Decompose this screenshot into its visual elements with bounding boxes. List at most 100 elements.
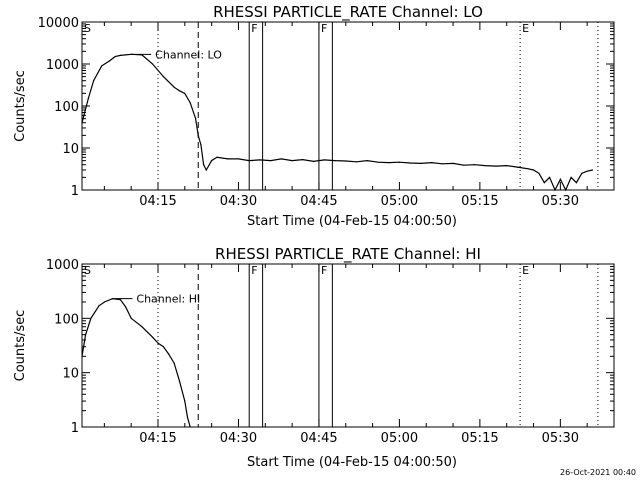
data-point [575, 182, 578, 184]
y-tick-label: 1000 [46, 258, 79, 273]
event-marker-label: F [251, 264, 257, 277]
event-marker-label: F [251, 22, 257, 35]
data-point [93, 80, 95, 82]
data-point [85, 334, 87, 336]
data-point [195, 118, 197, 120]
x-tick-label: 04:30 [220, 431, 257, 446]
data-point [313, 160, 315, 162]
data-point [189, 426, 191, 428]
data-point [420, 162, 422, 164]
footer-timestamp: 26-Oct-2021 00:40 [560, 468, 636, 477]
x-tick-label: 04:15 [139, 431, 176, 446]
x-tick-label: 04:15 [139, 194, 176, 209]
x-tick-label: 05:15 [461, 194, 498, 209]
y-tick-label: 1000 [46, 58, 79, 73]
data-point [270, 160, 272, 162]
data-point [162, 346, 164, 348]
event-marker-label: E [522, 22, 529, 35]
data-point [141, 326, 143, 328]
data-point [366, 160, 368, 162]
data-point [178, 90, 181, 92]
y-tick-label: 10 [62, 142, 79, 157]
data-point [203, 164, 205, 166]
series-line [81, 53, 593, 192]
plot-frame [81, 21, 615, 191]
data-point [323, 159, 325, 161]
data-point [259, 159, 261, 161]
data-point [532, 169, 535, 171]
data-point [554, 189, 556, 191]
y-tick-label: 10000 [38, 16, 79, 31]
x-tick-label: 05:00 [381, 431, 418, 446]
data-point [549, 176, 551, 178]
chart-title: RHESSI PARTICLE_RATE Channel: HI [215, 245, 481, 264]
data-point [543, 182, 545, 184]
data-point [484, 165, 486, 167]
data-point [90, 317, 92, 319]
series-label: Channel: HI [136, 293, 200, 306]
data-point [431, 162, 433, 164]
x-tick-label: 05:00 [381, 194, 418, 209]
chart-title: RHESSI PARTICLE_RATE Channel: LO [213, 3, 483, 22]
data-point [441, 163, 443, 165]
data-point [101, 65, 103, 67]
data-point [211, 160, 213, 162]
x-tick-label: 05:30 [542, 194, 579, 209]
data-point [81, 122, 83, 124]
data-point [334, 160, 336, 162]
y-axis-label: Counts/sec [13, 70, 28, 142]
data-point [103, 301, 105, 303]
y-tick-label: 10 [62, 367, 79, 382]
data-point [516, 166, 519, 168]
data-point [559, 178, 562, 180]
data-point [168, 353, 170, 355]
data-point [388, 162, 390, 164]
y-tick-label: 1 [71, 184, 79, 199]
data-point [452, 162, 454, 164]
data-point [565, 189, 567, 191]
series-label: Channel: LO [155, 48, 222, 61]
data-point [527, 168, 529, 170]
event-marker-label: E [522, 264, 529, 277]
x-tick-label: 05:15 [461, 431, 498, 446]
data-point [280, 158, 282, 160]
x-tick-label: 04:45 [300, 194, 337, 209]
data-point [291, 160, 293, 162]
x-tick-label: 04:45 [300, 431, 337, 446]
y-tick-label: 100 [54, 312, 79, 327]
data-point [237, 158, 240, 160]
data-point [87, 98, 89, 100]
data-point [345, 160, 347, 162]
data-point [591, 169, 594, 171]
data-point [398, 161, 400, 163]
data-point [184, 92, 186, 94]
x-tick-label: 04:30 [220, 194, 257, 209]
data-point [125, 306, 127, 308]
data-point [200, 144, 202, 146]
data-point [184, 400, 186, 402]
y-axis-label: Counts/sec [13, 310, 28, 382]
data-point [205, 169, 207, 171]
data-point [377, 161, 379, 163]
event-marker-label: S [84, 264, 91, 277]
data-point [119, 54, 121, 57]
event-marker-label: F [321, 22, 327, 35]
data-point [216, 156, 218, 158]
data-point [355, 161, 358, 163]
event-marker-label: S [84, 22, 91, 35]
x-axis-label: Start Time (04-Feb-15 04:00:50) [247, 214, 457, 229]
data-point [189, 102, 191, 104]
data-point [586, 170, 588, 172]
event-marker-label: F [321, 264, 327, 277]
data-point [248, 160, 250, 162]
data-point [409, 162, 411, 164]
x-tick-label: 05:30 [542, 431, 579, 446]
plot-frame [81, 263, 615, 428]
data-point [570, 176, 572, 178]
chart-panel-hi: RHESSI PARTICLE_RATE Channel: HI Counts/s… [13, 245, 615, 470]
data-point [463, 164, 465, 166]
data-point [173, 362, 175, 364]
data-point [114, 56, 116, 58]
y-tick-label: 100 [54, 100, 79, 115]
